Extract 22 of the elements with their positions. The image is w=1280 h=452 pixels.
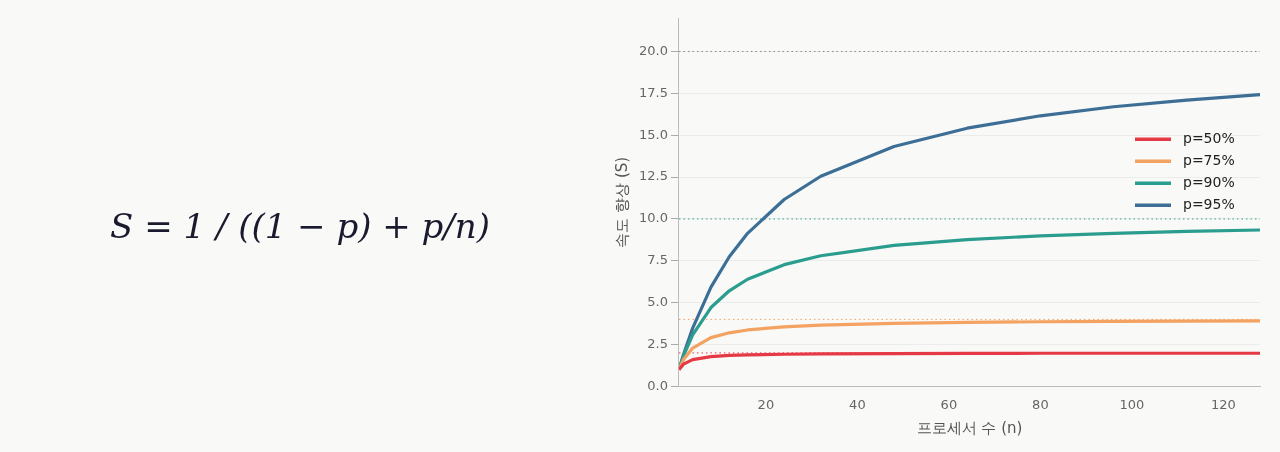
- y-tick-label: 15.0: [638, 126, 668, 142]
- x-axis-title: 프로세서 수 (n): [916, 418, 1023, 437]
- y-tick-label: 12.5: [638, 168, 668, 184]
- y-tick-label: 2.5: [647, 335, 668, 351]
- y-tick-label: 10.0: [638, 210, 668, 226]
- legend-label: p=90%: [1183, 173, 1235, 190]
- x-tick-label: 20: [757, 396, 775, 412]
- legend-label: p=95%: [1183, 195, 1235, 212]
- x-tick-label: 80: [1032, 396, 1049, 412]
- y-axis-title: 속도 향상 (S): [612, 156, 631, 248]
- legend-label: p=50%: [1183, 129, 1235, 146]
- legend-label: p=75%: [1183, 151, 1235, 168]
- y-tick-label: 0.0: [647, 377, 668, 393]
- y-tick-label: 7.5: [647, 252, 668, 268]
- x-tick-label: 60: [940, 396, 958, 412]
- text: S = 1 / ((1 − p) + p/n): [110, 206, 490, 246]
- y-tick-label: 20.0: [638, 42, 668, 58]
- x-tick-label: 120: [1210, 396, 1236, 412]
- x-tick-label: 40: [849, 396, 866, 412]
- y-tick-label: 5.0: [647, 294, 668, 310]
- y-tick-label: 17.5: [638, 84, 668, 100]
- x-tick-label: 100: [1119, 396, 1145, 412]
